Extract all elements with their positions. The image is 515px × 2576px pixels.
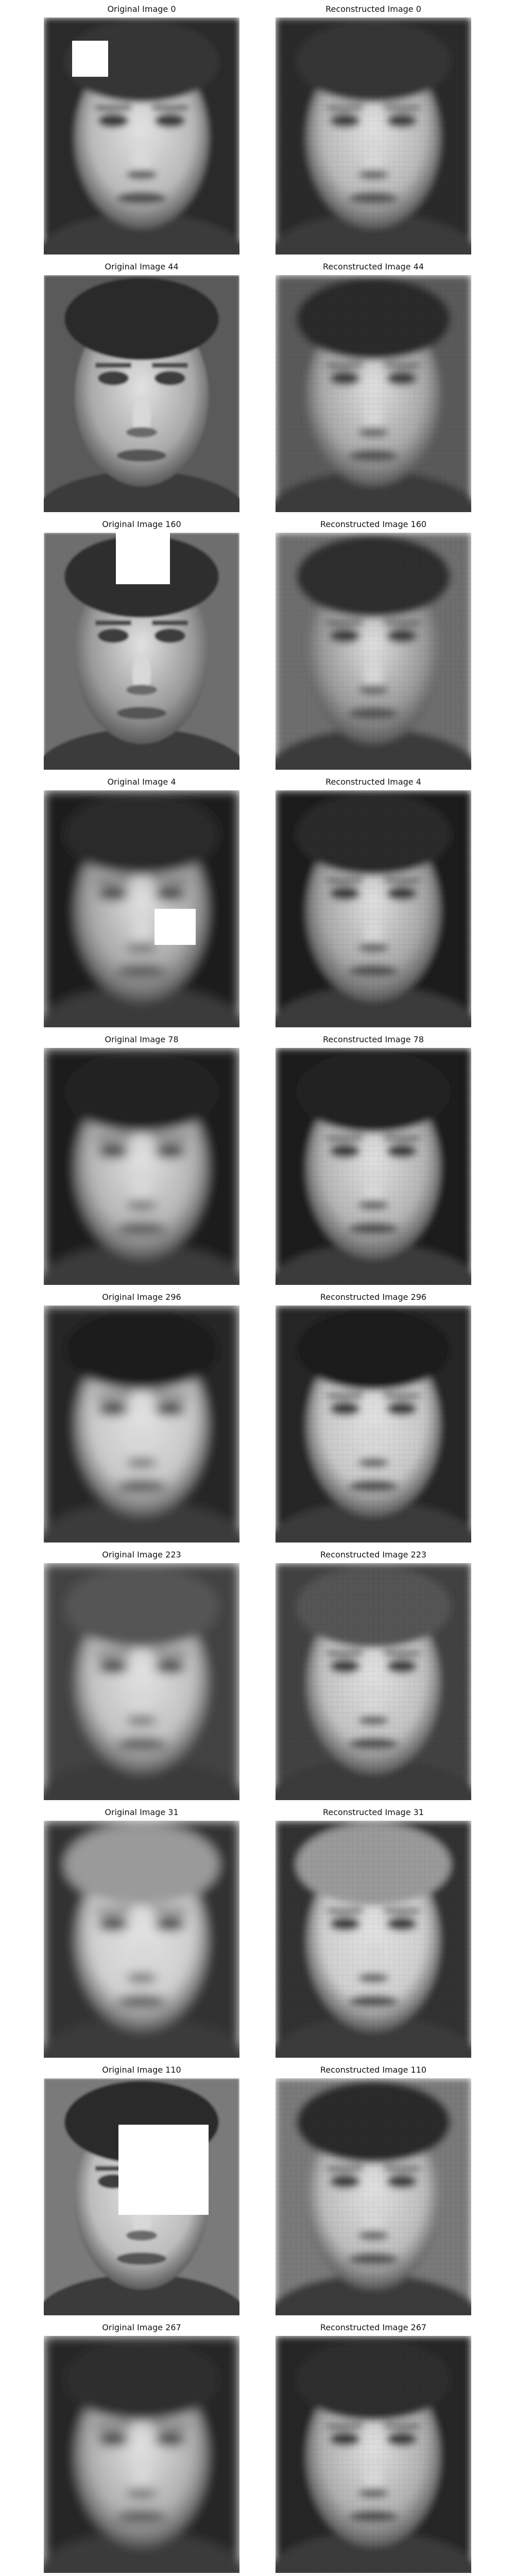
reconstructed-image-267 [276, 2336, 471, 2573]
original-image-78-title: Original Image 78 [105, 1035, 179, 1044]
original-image-4-title: Original Image 4 [107, 777, 176, 787]
reconstructed-image-110 [276, 2078, 471, 2315]
original-image-223 [44, 1563, 239, 1800]
reconstructed-image-296 [276, 1306, 471, 1543]
original-image-110 [44, 2078, 239, 2315]
reconstructed-image-4 [276, 790, 471, 1027]
reconstructed-image-31-title: Reconstructed Image 31 [322, 1807, 424, 1817]
reconstructed-image-31 [276, 1821, 471, 2058]
reconstructed-image-44-title: Reconstructed Image 44 [322, 262, 424, 272]
original-image-223-title: Original Image 223 [102, 1550, 181, 1560]
original-image-31-title: Original Image 31 [105, 1807, 179, 1817]
original-image-0 [44, 18, 239, 255]
original-image-0-title: Original Image 0 [107, 4, 176, 14]
original-image-110-title: Original Image 110 [102, 2065, 181, 2075]
original-image-160 [44, 533, 239, 770]
reconstructed-image-296-title: Reconstructed Image 296 [320, 1292, 427, 1302]
reconstructed-image-4-title: Reconstructed Image 4 [325, 777, 421, 787]
original-image-296-title: Original Image 296 [102, 1292, 181, 1302]
original-image-78 [44, 1048, 239, 1285]
reconstructed-image-110-title: Reconstructed Image 110 [320, 2065, 427, 2075]
original-image-267-title: Original Image 267 [102, 2323, 181, 2332]
reconstructed-image-78 [276, 1048, 471, 1285]
reconstructed-image-160-title: Reconstructed Image 160 [320, 519, 427, 529]
reconstructed-image-223 [276, 1563, 471, 1800]
original-image-4 [44, 790, 239, 1027]
original-image-296 [44, 1306, 239, 1543]
original-image-44 [44, 275, 239, 512]
reconstructed-image-160 [276, 533, 471, 770]
reconstructed-image-0 [276, 18, 471, 255]
original-image-267 [44, 2336, 239, 2573]
reconstructed-image-267-title: Reconstructed Image 267 [320, 2323, 427, 2332]
reconstructed-image-0-title: Reconstructed Image 0 [325, 4, 421, 14]
original-image-160-title: Original Image 160 [102, 519, 181, 529]
reconstructed-image-44 [276, 275, 471, 512]
reconstructed-image-78-title: Reconstructed Image 78 [322, 1035, 424, 1044]
reconstructed-image-223-title: Reconstructed Image 223 [320, 1550, 427, 1560]
original-image-44-title: Original Image 44 [105, 262, 179, 272]
original-image-31 [44, 1821, 239, 2058]
